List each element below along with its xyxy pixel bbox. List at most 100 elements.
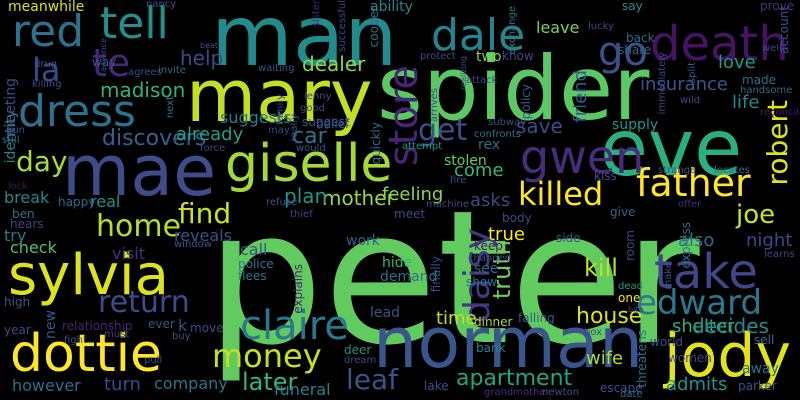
- word: buy: [172, 331, 191, 342]
- word: plan: [284, 184, 328, 208]
- word: work: [346, 233, 380, 249]
- word: made: [742, 73, 777, 87]
- word: may: [268, 125, 290, 136]
- word: love: [718, 52, 756, 73]
- word: norman: [373, 302, 644, 384]
- word: exchange: [507, 6, 518, 55]
- word: asks: [470, 190, 511, 211]
- word: money: [212, 337, 322, 375]
- word: father: [636, 161, 751, 205]
- word: belief: [316, 117, 350, 131]
- word: date: [620, 389, 643, 400]
- word: meanwhile: [8, 0, 85, 15]
- word: peter: [206, 170, 700, 386]
- word: lucky: [588, 21, 614, 32]
- word: break: [4, 188, 50, 207]
- word: cooper: [367, 6, 381, 48]
- word: kill: [584, 254, 618, 282]
- word: lenny: [304, 91, 332, 102]
- word: successful: [337, 0, 348, 52]
- word: express: [679, 222, 693, 269]
- word: kiss: [594, 169, 617, 183]
- word: time: [436, 308, 477, 329]
- word: try: [4, 226, 27, 245]
- word: rex: [478, 137, 501, 153]
- word: mother: [322, 186, 395, 210]
- word: take: [654, 244, 758, 300]
- word: attack: [466, 75, 498, 86]
- word: refuse: [266, 197, 298, 208]
- word: high: [4, 295, 31, 309]
- word: bite: [628, 305, 644, 314]
- word: check: [10, 238, 57, 257]
- word: box: [584, 327, 603, 338]
- word: car: [292, 124, 327, 149]
- word: spider: [377, 37, 650, 140]
- word: force: [200, 143, 226, 154]
- word: fight: [64, 335, 87, 346]
- word: offer: [678, 199, 702, 210]
- word: save: [516, 114, 563, 138]
- word: show: [466, 275, 498, 289]
- word: hears: [10, 217, 44, 231]
- word: bank: [476, 341, 506, 355]
- word: red: [12, 6, 85, 57]
- word: feeling: [382, 184, 444, 205]
- word: thief: [290, 209, 313, 220]
- word: body: [502, 211, 532, 225]
- word: attempt: [402, 141, 443, 152]
- word: sylvia: [8, 243, 169, 308]
- word: say: [622, 0, 643, 13]
- word: escape: [600, 381, 643, 395]
- word: company: [154, 374, 228, 393]
- word: help: [180, 46, 224, 70]
- word: dealer: [302, 52, 366, 76]
- word: newton: [542, 387, 580, 398]
- word: away: [742, 361, 779, 377]
- word: turn: [104, 374, 141, 395]
- word: arrives: [429, 88, 440, 123]
- word: split: [687, 62, 698, 84]
- word: know: [502, 49, 534, 63]
- word: protect: [420, 51, 456, 62]
- word: leaf: [346, 363, 399, 396]
- word: sell: [754, 333, 775, 347]
- word: move: [190, 321, 224, 335]
- word: shelter: [672, 316, 735, 337]
- word: grandmother: [484, 387, 550, 398]
- word: world: [650, 335, 684, 349]
- word: beat: [200, 41, 219, 50]
- word: demand: [380, 269, 438, 285]
- word: mary: [186, 54, 373, 138]
- word: immediately: [657, 52, 668, 115]
- word: friend: [570, 70, 591, 123]
- word: keep: [474, 239, 503, 253]
- word: year: [4, 323, 31, 337]
- word: would: [296, 143, 326, 154]
- word: good: [300, 103, 325, 114]
- word: must: [104, 329, 130, 340]
- word: la: [32, 51, 61, 89]
- word: apartment: [456, 366, 573, 391]
- word: life: [732, 92, 760, 113]
- word: dottie: [10, 324, 163, 384]
- word: te: [92, 41, 131, 85]
- word: stolen: [444, 153, 487, 169]
- word: eve: [600, 104, 743, 194]
- word: next: [165, 96, 176, 119]
- word: relationship: [62, 319, 133, 333]
- word: dale: [431, 10, 526, 61]
- word: reconcile: [760, 107, 800, 118]
- word: gwen: [520, 130, 645, 184]
- word: quickly: [369, 122, 383, 165]
- word: flees: [238, 269, 267, 283]
- word: make: [663, 262, 674, 290]
- word: advance: [99, 38, 108, 73]
- word: supply: [612, 117, 659, 133]
- word: dinner: [474, 315, 513, 329]
- word: dream: [344, 355, 377, 366]
- word: locates: [714, 165, 750, 176]
- word: confronts: [474, 129, 521, 140]
- word: machine: [426, 199, 469, 210]
- word: death: [650, 16, 789, 72]
